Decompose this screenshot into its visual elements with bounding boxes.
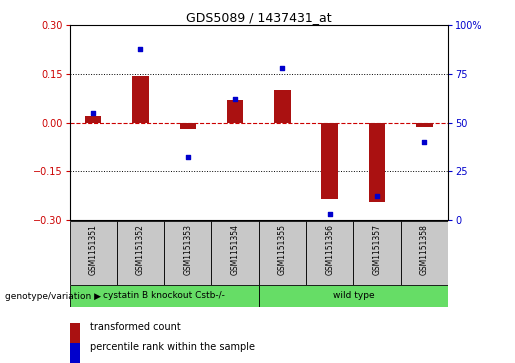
- Text: GSM1151352: GSM1151352: [136, 224, 145, 275]
- Text: GSM1151357: GSM1151357: [372, 224, 382, 275]
- Point: [278, 65, 286, 71]
- Bar: [274, 90, 291, 122]
- Bar: [164, 221, 212, 285]
- Point: [325, 211, 334, 217]
- Text: percentile rank within the sample: percentile rank within the sample: [90, 342, 255, 352]
- Point: [184, 155, 192, 160]
- Title: GDS5089 / 1437431_at: GDS5089 / 1437431_at: [186, 11, 332, 24]
- Text: GSM1151354: GSM1151354: [231, 224, 239, 275]
- Text: GSM1151351: GSM1151351: [89, 224, 98, 275]
- Text: GSM1151353: GSM1151353: [183, 224, 192, 275]
- Bar: [401, 221, 448, 285]
- Bar: [416, 122, 433, 127]
- Bar: [353, 221, 401, 285]
- Bar: [259, 285, 448, 307]
- Bar: [180, 122, 196, 129]
- Point: [373, 193, 381, 199]
- Bar: [306, 221, 353, 285]
- Text: cystatin B knockout Cstb-/-: cystatin B knockout Cstb-/-: [103, 291, 225, 300]
- Bar: [70, 221, 117, 285]
- Bar: [321, 122, 338, 199]
- Bar: [227, 100, 244, 122]
- Text: transformed count: transformed count: [90, 322, 181, 332]
- Point: [420, 139, 428, 145]
- Text: wild type: wild type: [333, 291, 374, 300]
- Text: GSM1151358: GSM1151358: [420, 224, 429, 275]
- Point: [89, 110, 97, 116]
- Text: GSM1151356: GSM1151356: [325, 224, 334, 275]
- Bar: [132, 76, 149, 122]
- Text: genotype/variation ▶: genotype/variation ▶: [5, 292, 101, 301]
- Bar: [85, 116, 101, 122]
- Text: GSM1151355: GSM1151355: [278, 224, 287, 275]
- Point: [136, 46, 145, 52]
- Point: [231, 96, 239, 102]
- Bar: [369, 122, 385, 202]
- Bar: [212, 221, 259, 285]
- Bar: [259, 221, 306, 285]
- Bar: [70, 285, 259, 307]
- Bar: [117, 221, 164, 285]
